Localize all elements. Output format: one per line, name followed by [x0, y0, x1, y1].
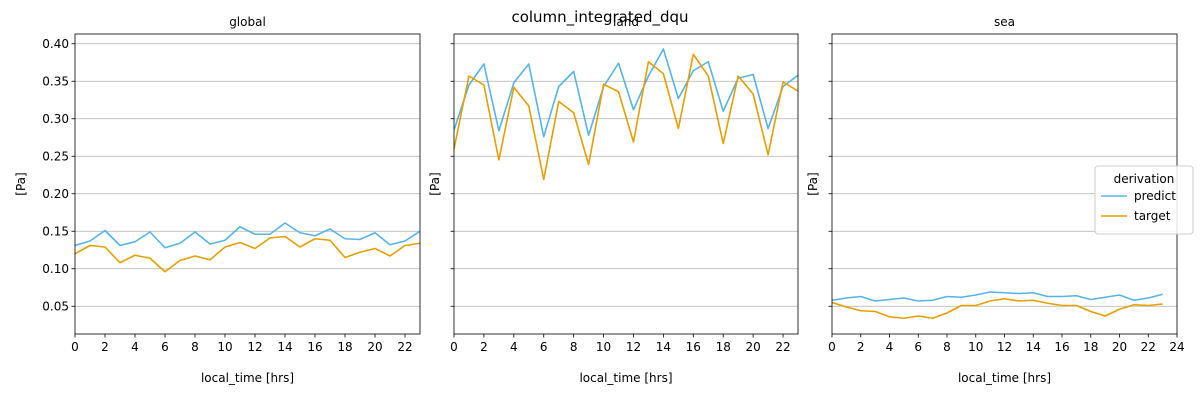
x-tick-label: 8	[191, 340, 199, 354]
figure-title: column_integrated_dqu	[511, 8, 688, 27]
x-tick-label: 6	[161, 340, 169, 354]
x-axis-label: local_time [hrs]	[579, 371, 672, 385]
panel-title: global	[229, 15, 266, 29]
x-tick-label: 10	[968, 340, 983, 354]
x-tick-label: 14	[656, 340, 671, 354]
series-group	[832, 291, 1163, 320]
x-tick-label: 10	[596, 340, 611, 354]
legend-entry-predict: predict	[1134, 189, 1176, 203]
x-tick-label: 8	[570, 340, 578, 354]
y-axis-label: [Pa]	[14, 172, 28, 195]
series-line-target	[832, 297, 1163, 320]
x-tick-label: 0	[450, 340, 458, 354]
series-line-predict	[454, 48, 798, 138]
x-tick-label: 10	[217, 340, 232, 354]
x-tick-label: 12	[626, 340, 641, 354]
x-tick-label: 18	[1083, 340, 1098, 354]
x-tick-label: 2	[480, 340, 488, 354]
x-tick-label: 0	[828, 340, 836, 354]
y-axis-label: [Pa]	[806, 172, 820, 195]
x-tick-label: 12	[247, 340, 262, 354]
series-line-predict	[75, 222, 420, 249]
x-tick-label: 8	[943, 340, 951, 354]
y-tick-label: 0.35	[42, 74, 69, 88]
series-line-predict	[832, 291, 1163, 302]
axes-frame	[453, 33, 799, 335]
legend-entry-target: target	[1134, 209, 1171, 223]
x-tick-label: 20	[1112, 340, 1127, 354]
x-axis-label: local_time [hrs]	[958, 371, 1051, 385]
panel-land: land 0 2 4 6 8 10 12 14 16 18 20 22 local_time [hrs] […	[428, 15, 799, 385]
panels: global 0.05 0.10 0.15 0.20 0.25 0.30 0.35 0.40 0 2…	[14, 15, 1185, 385]
x-tick-label: 16	[1054, 340, 1069, 354]
x-tick-label: 24	[1169, 340, 1184, 354]
x-axis-label: local_time [hrs]	[201, 371, 294, 385]
x-tick-label: 16	[686, 340, 701, 354]
legend-box	[1094, 165, 1194, 235]
series-group	[75, 222, 420, 273]
x-tick-label: 12	[997, 340, 1012, 354]
x-tick-label: 14	[1026, 340, 1041, 354]
y-tick-label: 0.25	[42, 149, 69, 163]
y-axis-label: [Pa]	[428, 172, 442, 195]
legend: derivation predict target	[1094, 165, 1194, 235]
x-tick-label: 6	[914, 340, 922, 354]
panel-title: land	[613, 15, 639, 29]
y-tick-label: 0.20	[42, 187, 69, 201]
series-line-target	[454, 53, 798, 181]
x-tick-label: 20	[367, 340, 382, 354]
y-tick-label: 0.10	[42, 262, 69, 276]
x-tick-label: 4	[510, 340, 518, 354]
y-tick-label: 0.15	[42, 224, 69, 238]
x-tick-label: 4	[886, 340, 894, 354]
x-tick-label: 2	[101, 340, 109, 354]
y-tick-label: 0.40	[42, 37, 69, 51]
y-tick-label: 0.05	[42, 299, 69, 313]
panel-global: global 0.05 0.10 0.15 0.20 0.25 0.30 0.35 0.40 0 2…	[14, 15, 421, 385]
x-tick-label: 16	[307, 340, 322, 354]
axes-frame	[74, 33, 421, 335]
x-tick-label: 0	[71, 340, 79, 354]
x-tick-label: 14	[277, 340, 292, 354]
x-tick-label: 22	[397, 340, 412, 354]
legend-title: derivation	[1114, 172, 1175, 186]
x-tick-label: 18	[716, 340, 731, 354]
x-tick-label: 20	[745, 340, 760, 354]
panel-title: sea	[994, 15, 1015, 29]
x-tick-label: 22	[775, 340, 790, 354]
series-line-target	[75, 235, 420, 273]
x-tick-label: 22	[1141, 340, 1156, 354]
x-tick-label: 6	[540, 340, 548, 354]
x-tick-label: 2	[857, 340, 865, 354]
x-tick-label: 4	[131, 340, 139, 354]
x-tick-label: 18	[337, 340, 352, 354]
y-tick-label: 0.30	[42, 112, 69, 126]
series-group	[454, 48, 798, 181]
